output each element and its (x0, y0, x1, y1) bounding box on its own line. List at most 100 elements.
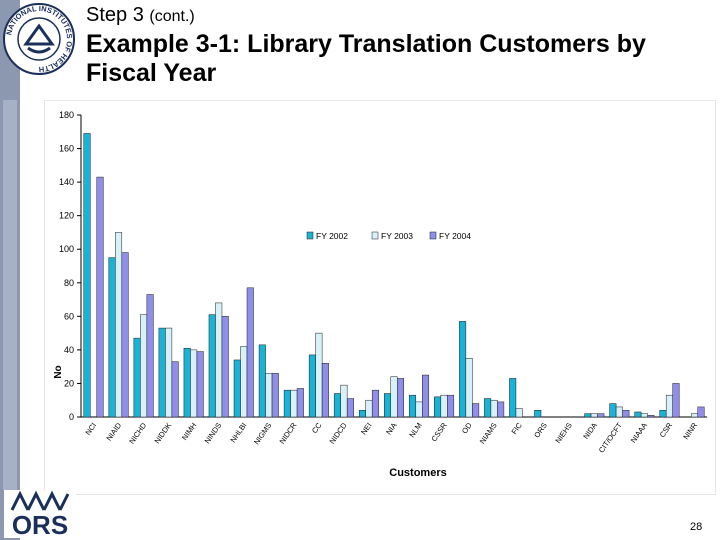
y-tick-label: 80 (64, 278, 74, 288)
bar (622, 410, 630, 418)
x-tick-label: ORS (532, 421, 549, 439)
legend-swatch (371, 231, 379, 240)
bar (290, 389, 298, 418)
y-tick-label: 120 (59, 211, 74, 221)
x-tick-label: CC (310, 421, 324, 436)
x-tick-label: OD (460, 421, 474, 436)
chart-panel: 0 20 40 60 80 100 120 140 160 180 No NCI NIAID NICHD N… (44, 100, 716, 495)
bar (672, 383, 680, 418)
y-tick-label: 180 (59, 110, 74, 120)
y-axis-title: No (53, 365, 64, 378)
y-tick-label: 20 (64, 378, 74, 388)
bar (609, 403, 617, 418)
x-tick-label: CSSR (429, 421, 449, 444)
x-tick-label: NIAAA (629, 421, 649, 445)
sidebar-stripe (3, 100, 17, 490)
bar (390, 376, 398, 418)
bar (96, 176, 104, 418)
decorative-sidebar (0, 0, 20, 540)
bar (459, 321, 467, 418)
x-tick-label: NCI (83, 421, 98, 437)
bar (165, 327, 173, 418)
y-tick-label: 160 (59, 144, 74, 154)
bar (497, 401, 505, 418)
y-tick-label: 0 (69, 412, 74, 422)
legend-label: FY 2002 (316, 231, 348, 241)
legend-swatch (429, 231, 437, 240)
step-suffix: (cont.) (149, 8, 195, 25)
bar (158, 327, 166, 418)
x-tick-label: CIT/OCFT (597, 421, 624, 455)
bar (83, 133, 91, 418)
bar (659, 410, 667, 418)
bar (121, 252, 129, 418)
bar (240, 346, 248, 418)
bar (465, 358, 473, 418)
x-tick-label: NINR (681, 421, 699, 442)
y-tick-label: 40 (64, 345, 74, 355)
x-tick-label: NIDCD (328, 421, 349, 446)
bar (440, 394, 448, 418)
bar (146, 294, 154, 418)
bar (208, 314, 216, 418)
legend-label: FY 2003 (381, 231, 413, 241)
bar (365, 399, 373, 418)
bar (590, 413, 598, 418)
x-tick-label: NEI (359, 421, 374, 436)
x-tick-label: NLM (407, 421, 423, 439)
bar (447, 394, 455, 418)
step-heading: Step 3 (cont.) (86, 4, 195, 27)
x-tick-label: FIC (510, 421, 525, 437)
bar (490, 399, 498, 418)
bar (484, 398, 492, 418)
bar (472, 403, 480, 418)
bar (346, 398, 354, 418)
step-label: Step 3 (86, 4, 144, 26)
legend-swatch (306, 231, 314, 240)
bar (140, 314, 148, 418)
x-tick-label: CSR (658, 421, 675, 440)
y-tick-label: 60 (64, 311, 74, 321)
y-tick-label: 140 (59, 177, 74, 187)
bar (296, 388, 304, 418)
x-tick-label: NIAID (104, 421, 123, 443)
x-tick-label: NHLBI (228, 421, 248, 444)
bar (690, 413, 698, 418)
bar (183, 347, 191, 418)
bar (640, 413, 648, 418)
bar (434, 396, 442, 418)
bar (634, 411, 642, 418)
bar (215, 302, 223, 418)
bar (196, 351, 204, 418)
x-axis-title: Customers (389, 467, 446, 479)
bar (265, 373, 273, 418)
bar (171, 361, 179, 418)
bar (283, 389, 291, 418)
bar (246, 287, 254, 418)
bar (415, 401, 423, 418)
bar (384, 393, 391, 418)
bar (221, 316, 229, 418)
bar (233, 359, 241, 418)
bar (584, 413, 592, 418)
bar (271, 373, 279, 418)
ors-logo-text: ORS (12, 510, 68, 538)
bar (340, 384, 348, 418)
bar (358, 410, 366, 418)
x-tick-label: NINDS (203, 421, 224, 445)
bar (321, 363, 329, 418)
bar (371, 389, 379, 418)
x-tick-label: NIA (384, 421, 399, 436)
bar (190, 349, 198, 418)
ors-logo: ORS (4, 490, 76, 538)
bar (409, 394, 417, 418)
bar (133, 337, 141, 418)
bar (597, 413, 605, 418)
bar (534, 410, 542, 418)
x-tick-label: NIDA (581, 421, 599, 441)
bar (615, 406, 623, 418)
bar (647, 415, 655, 418)
bar (697, 406, 705, 418)
bar (333, 393, 341, 418)
